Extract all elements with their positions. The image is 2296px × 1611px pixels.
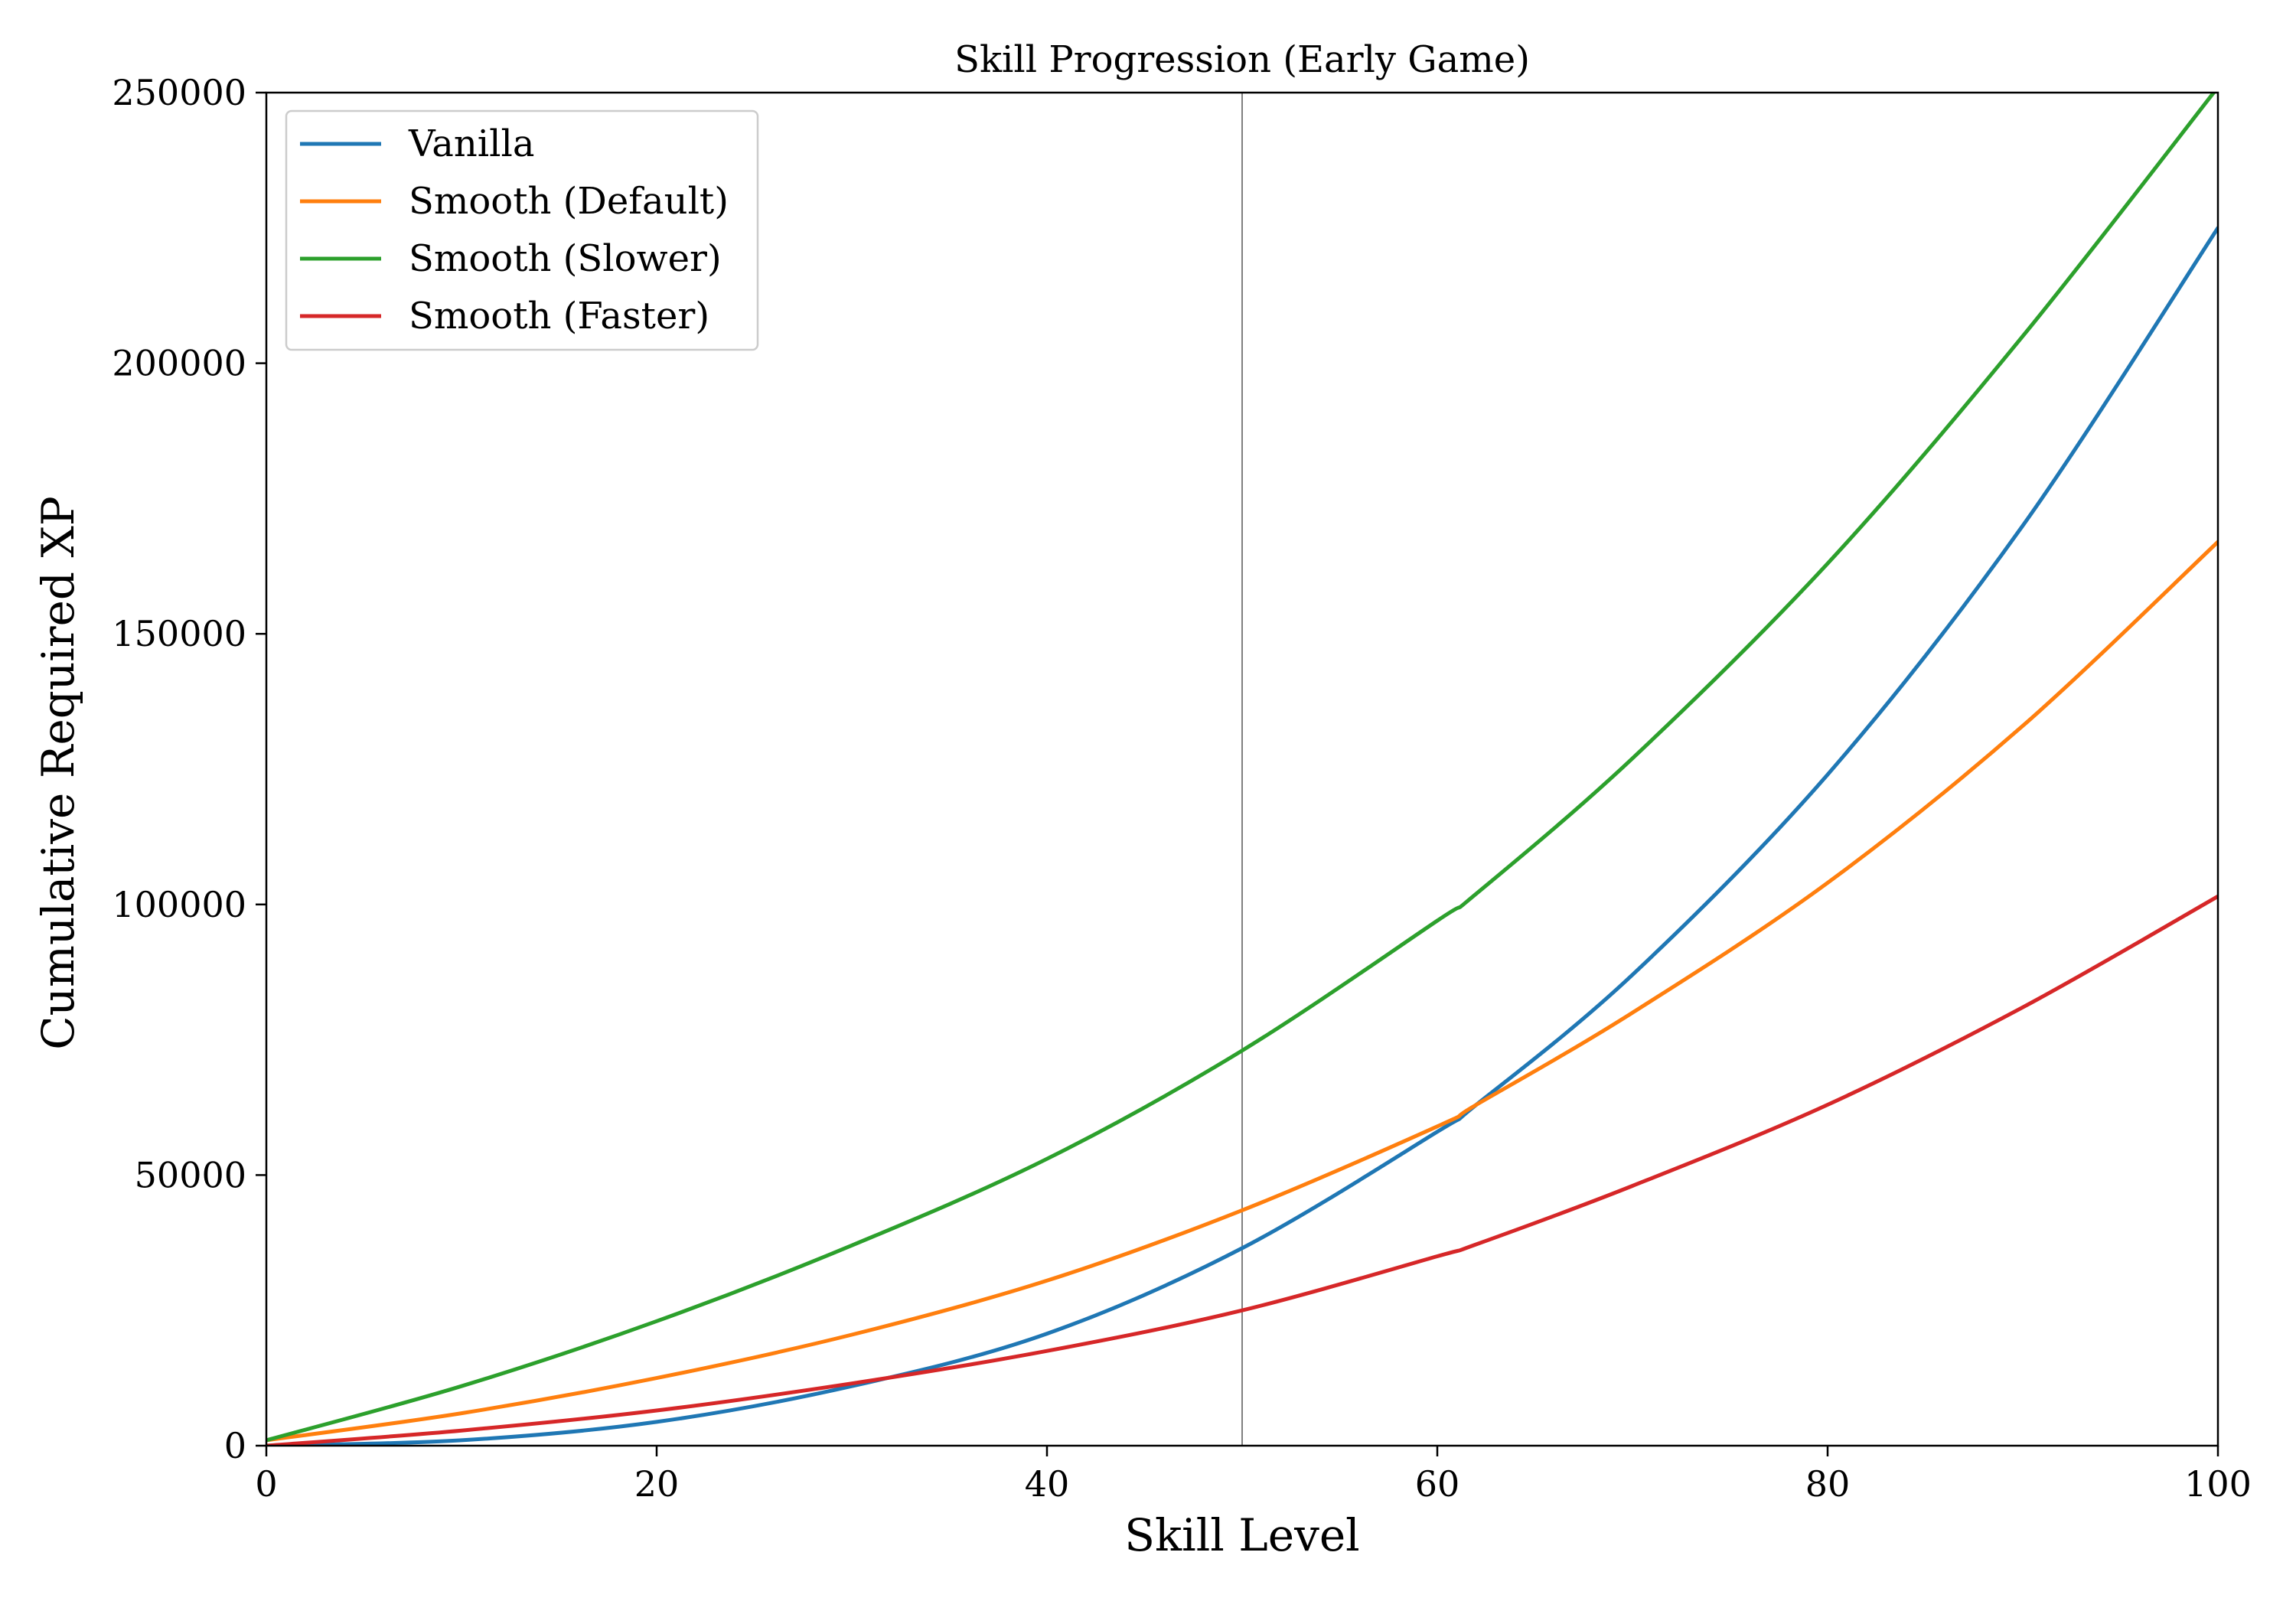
series-line-smooth-slower [266, 93, 2216, 1443]
series-lines [266, 93, 2218, 1446]
plot-frame [265, 91, 2219, 1447]
legend-box [285, 109, 759, 351]
legend-label-smooth-default: Smooth (Default) [409, 180, 729, 223]
chart-title: Skill Progression (Early Game) [954, 38, 1530, 81]
y-axis: 0 50000 100000 150000 200000 250000 [112, 72, 266, 1466]
y-tick-label: 100000 [112, 884, 246, 925]
y-tick-label: 0 [224, 1425, 246, 1466]
legend-label-vanilla: Vanilla [408, 122, 534, 165]
y-tick-label: 250000 [112, 72, 246, 113]
x-tick-label: 100 [2184, 1463, 2252, 1505]
legend-label-smooth-slower: Smooth (Slower) [409, 237, 722, 280]
x-tick-label: 60 [1415, 1463, 1460, 1505]
legend: Vanilla Smooth (Default) Smooth (Slower) Sm… [285, 109, 759, 351]
series-line-smooth-faster [266, 894, 2218, 1446]
x-tick-label: 0 [255, 1463, 277, 1505]
x-tick-label: 40 [1025, 1463, 1070, 1505]
y-tick-label: 150000 [112, 613, 246, 654]
legend-label-smooth-faster: Smooth (Faster) [409, 295, 709, 338]
plot-area [265, 91, 2219, 1447]
x-axis-title: Skill Level [1124, 1509, 1359, 1561]
y-tick-label: 200000 [112, 343, 246, 384]
x-axis: 0 20 40 60 80 100 [255, 1446, 2252, 1505]
x-tick-label: 80 [1805, 1463, 1851, 1505]
y-tick-label: 50000 [135, 1154, 246, 1195]
series-line-vanilla [266, 226, 2218, 1446]
series-line-smooth-default [266, 540, 2218, 1443]
x-tick-label: 20 [634, 1463, 680, 1505]
y-axis-title: Cumulative Required XP [32, 496, 84, 1050]
